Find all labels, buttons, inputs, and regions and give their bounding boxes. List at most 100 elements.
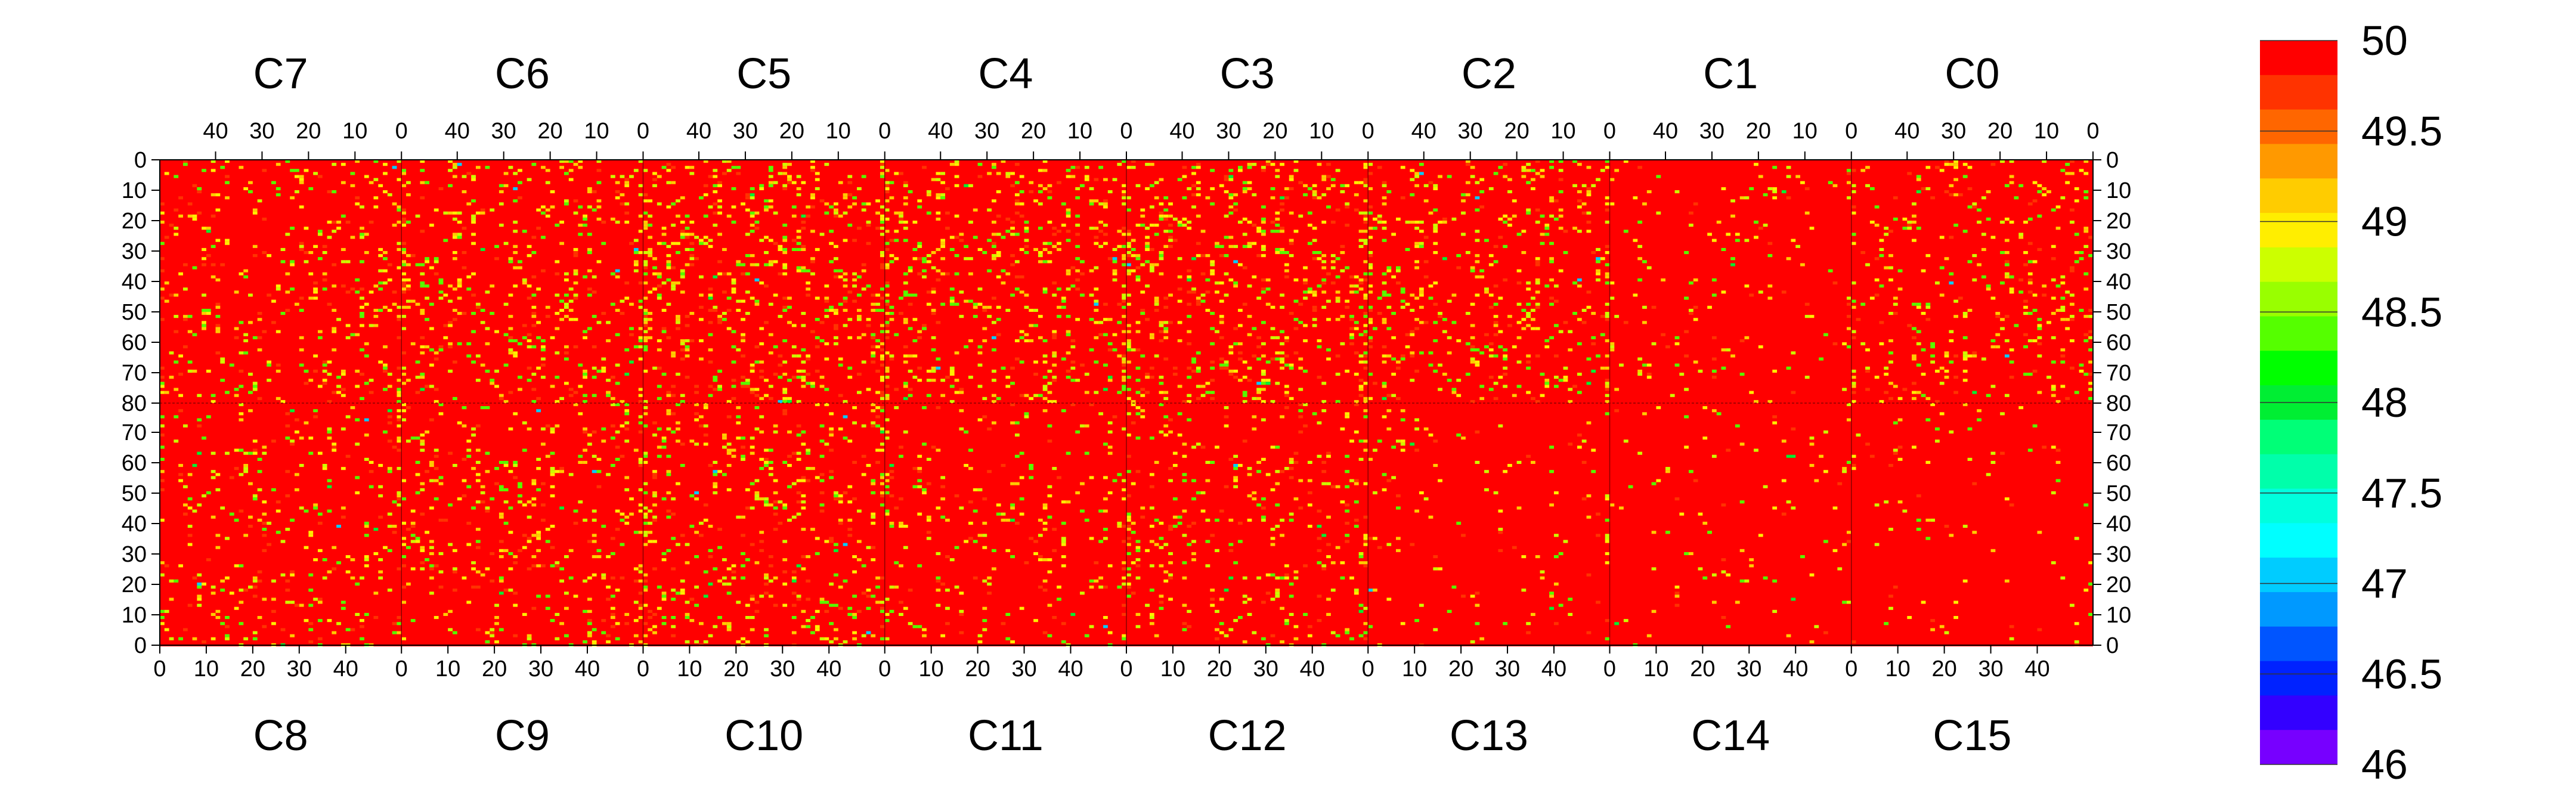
heatmap-cell	[1196, 242, 1201, 245]
heatmap-cell	[355, 160, 360, 163]
heatmap-cell	[327, 427, 332, 431]
heatmap-cell	[1535, 354, 1540, 358]
heatmap-cell	[1465, 342, 1470, 346]
heatmap-cell	[1330, 281, 1336, 285]
heatmap-cell	[824, 315, 829, 318]
heatmap-cell	[583, 336, 587, 339]
heatmap-cell	[1154, 302, 1159, 306]
heatmap-cell	[480, 363, 485, 367]
heatmap-cell	[1549, 257, 1554, 261]
heatmap-cell	[661, 445, 667, 449]
heatmap-cell	[234, 394, 239, 397]
heatmap-cell	[708, 333, 713, 336]
heatmap-cell	[2060, 169, 2066, 172]
heatmap-cell	[1507, 224, 1512, 227]
heatmap-cell	[355, 582, 360, 586]
heatmap-cell	[1967, 166, 1973, 169]
heatmap-cell	[541, 363, 546, 367]
heatmap-cell	[912, 467, 918, 470]
heatmap-cell	[880, 227, 885, 230]
heatmap-cell	[564, 305, 569, 309]
heatmap-cell	[1200, 272, 1206, 275]
heatmap-cell	[1014, 275, 1020, 278]
heatmap-cell	[1228, 196, 1234, 200]
heatmap-cell	[782, 263, 788, 267]
heatmap-cell	[401, 242, 407, 245]
heatmap-cell	[1423, 260, 1429, 264]
heatmap-cell	[322, 287, 327, 291]
heatmap-cell	[1238, 308, 1243, 312]
heatmap-cell	[1498, 296, 1503, 300]
heatmap-cell	[160, 318, 165, 321]
heatmap-cell	[773, 500, 778, 504]
heatmap-cell	[959, 290, 964, 294]
heatmap-cell	[954, 494, 959, 498]
heatmap-cell	[726, 296, 732, 300]
heatmap-cell	[378, 576, 383, 580]
heatmap-cell	[2042, 160, 2047, 163]
heatmap-cell	[759, 397, 764, 400]
heatmap-cell	[285, 494, 290, 498]
heatmap-cell	[383, 305, 388, 309]
heatmap-cell	[638, 230, 643, 233]
heatmap-cell	[1163, 336, 1169, 339]
heatmap-cell	[1205, 196, 1210, 200]
heatmap-cell	[782, 266, 788, 270]
heatmap-cell	[824, 296, 829, 300]
heatmap-cell	[917, 257, 922, 261]
heatmap-cell	[2083, 272, 2089, 275]
heatmap-cell	[1637, 166, 1643, 169]
heatmap-cell	[992, 221, 996, 224]
heatmap-cell	[731, 576, 736, 580]
heatmap-cell	[1280, 293, 1284, 297]
heatmap-cell	[1265, 160, 1271, 163]
heatmap-cell	[2070, 208, 2075, 212]
heatmap-cell	[1568, 400, 1573, 403]
heatmap-cell	[340, 181, 346, 184]
heatmap-cell	[648, 531, 653, 534]
heatmap-cell	[583, 394, 587, 397]
heatmap-cell	[596, 199, 602, 203]
heatmap-cell	[708, 385, 713, 388]
heatmap-cell	[285, 160, 290, 163]
heatmap-cell	[1005, 172, 1011, 175]
heatmap-cell	[452, 166, 457, 169]
heatmap-cell	[768, 385, 773, 388]
heatmap-cell	[1066, 500, 1071, 504]
C2-chip-area	[1368, 160, 1610, 403]
heatmap-cell	[397, 409, 402, 413]
heatmap-cell	[643, 227, 648, 230]
heatmap-cell	[1038, 555, 1043, 559]
heatmap-cell	[202, 308, 206, 312]
heatmap-cell	[1047, 424, 1052, 428]
heatmap-cell	[1865, 263, 1870, 267]
heatmap-cell	[903, 360, 908, 364]
heatmap-cell	[1893, 385, 1898, 388]
heatmap-cell	[945, 187, 950, 190]
heatmap-cell	[838, 394, 843, 397]
heatmap-cell	[633, 619, 639, 623]
heatmap-cell	[494, 257, 499, 261]
heatmap-cell	[685, 543, 690, 546]
heatmap-cell	[620, 518, 625, 522]
heatmap-cell	[275, 369, 281, 373]
heatmap-cell	[782, 166, 788, 169]
heatmap-cell	[847, 290, 853, 294]
heatmap-cell	[615, 509, 620, 513]
heatmap-cell	[1029, 397, 1034, 400]
heatmap-cell	[378, 570, 383, 574]
heatmap-cell	[689, 221, 695, 224]
heatmap-cell	[2074, 251, 2079, 255]
heatmap-cell	[861, 208, 866, 212]
heatmap-cell	[322, 360, 327, 364]
heatmap-cell	[1526, 163, 1531, 166]
heatmap-cell	[2060, 385, 2066, 388]
heatmap-cell	[1052, 400, 1057, 403]
heatmap-cell	[317, 521, 323, 525]
heatmap-cell	[694, 555, 699, 559]
heatmap-cell	[1024, 415, 1029, 419]
heatmap-cell	[987, 576, 992, 580]
heatmap-cell	[936, 278, 941, 281]
heatmap-cell	[1721, 366, 1726, 370]
heatmap-cell	[968, 299, 973, 303]
